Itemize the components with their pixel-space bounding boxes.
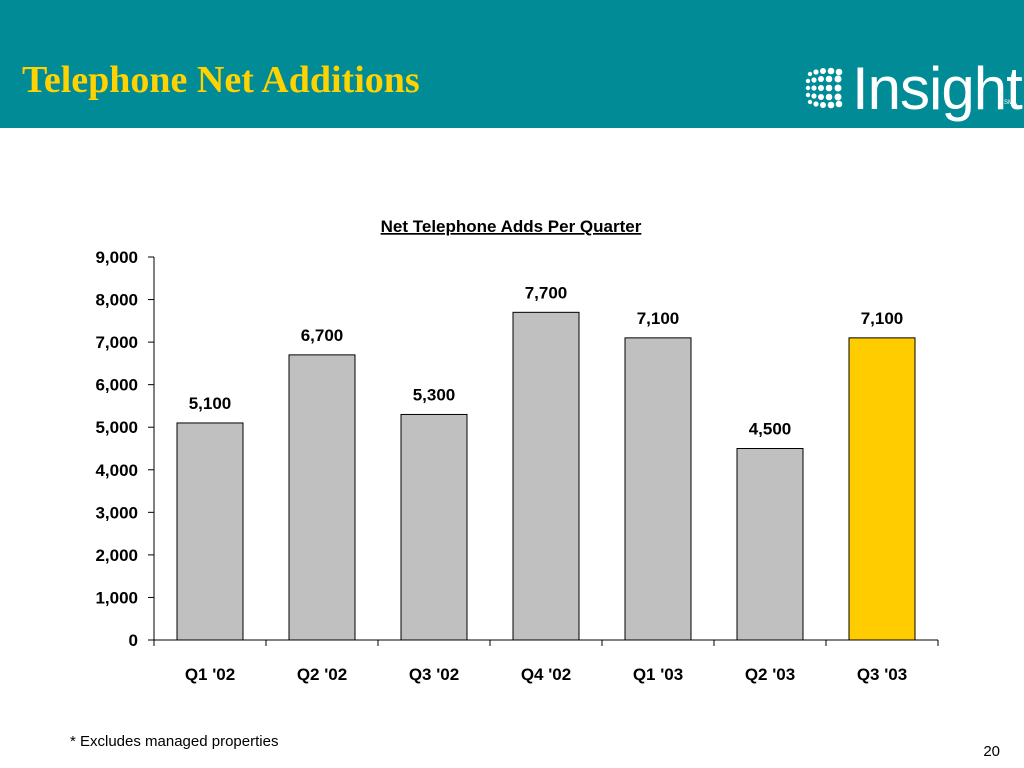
data-label: 7,100 [637,309,680,328]
y-tick-label: 4,000 [95,461,138,480]
slide-title: Telephone Net Additions [22,59,420,101]
data-label: 7,100 [861,309,904,328]
data-label: 5,100 [189,394,232,413]
y-tick-label: 9,000 [95,248,138,267]
x-tick-label: Q4 '02 [521,665,571,684]
y-tick-label: 3,000 [95,503,138,522]
x-tick-label: Q2 '02 [297,665,347,684]
y-tick-label: 8,000 [95,291,138,310]
y-axis: 0 1,000 2,000 3,000 4,000 5,000 6,000 7,000 8,00… [95,248,155,650]
data-label: 5,300 [413,385,456,404]
x-tick-label: Q2 '03 [745,665,795,684]
data-label: 4,500 [749,420,792,439]
x-tick-label: Q3 '02 [409,665,459,684]
bar-q1-03 [624,337,692,641]
bar-q2-03 [736,448,804,641]
footnote: * Excludes managed properties [70,733,279,750]
x-tick-label: Q3 '03 [857,665,907,684]
y-tick-label: 5,000 [95,418,138,437]
chart-title: Net Telephone Adds Per Quarter [381,217,642,236]
y-tick-label: 0 [129,631,138,650]
header-bar [0,0,1024,128]
data-label: 6,700 [301,326,344,345]
x-tick-label: Q1 '02 [185,665,235,684]
bar-q4-02 [512,311,580,641]
page-number: 20 [983,743,1000,760]
bar-q2-02 [288,354,356,641]
bar-q1-02 [176,422,244,641]
data-label: 7,700 [525,283,568,302]
logo-text: Insight [852,55,1023,122]
bars [176,311,916,641]
bar-q3-02 [400,413,468,641]
x-tick-label: Q1 '03 [633,665,683,684]
y-tick-label: 6,000 [95,376,138,395]
y-tick-label: 1,000 [95,588,138,607]
y-tick-label: 7,000 [95,333,138,352]
insight-logo: Insight SM [800,55,1023,122]
bar-q3-03 [848,337,916,641]
y-tick-label: 2,000 [95,546,138,565]
x-axis: Q1 '02 Q2 '02 Q3 '02 Q4 '02 Q1 '03 Q2 '03 Q3 '… [153,639,939,684]
logo-service-mark: SM [1004,100,1013,106]
logo-icon [805,67,843,109]
data-labels: 5,100 6,700 5,300 7,700 7,100 4,500 7,100 [189,283,904,438]
